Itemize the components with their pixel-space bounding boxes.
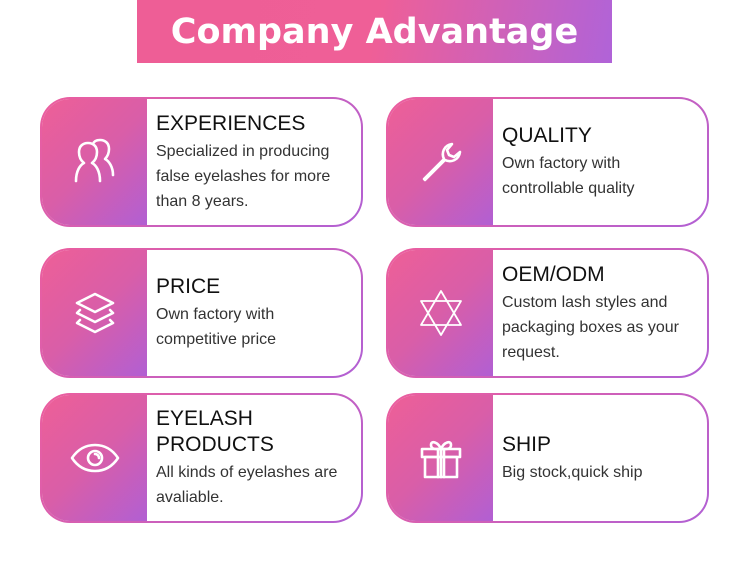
card-title: EYELASH PRODUCTS bbox=[156, 407, 274, 456]
card-title: OEM/ODM bbox=[502, 262, 605, 286]
users-icon bbox=[74, 138, 114, 183]
card-description: All kinds of eyelashes are avaliable. bbox=[156, 464, 338, 506]
eye-icon bbox=[70, 443, 119, 473]
page-title: Company Advantage bbox=[170, 11, 579, 52]
card-price: PRICE Own factory with competitive price bbox=[40, 248, 363, 378]
wrench-icon bbox=[422, 142, 461, 182]
card-description: Specialized in producing false eyelashes… bbox=[156, 142, 331, 210]
card-description: Custom lash styles and packaging boxes a… bbox=[502, 293, 679, 361]
card-title: SHIP bbox=[502, 432, 552, 456]
card-description: Own factory with controllable quality bbox=[502, 155, 635, 197]
card-ship: SHIP Big stock,quick ship bbox=[386, 393, 709, 523]
layers-icon bbox=[75, 292, 114, 334]
star-of-david-icon bbox=[419, 290, 462, 336]
card-title: PRICE bbox=[156, 275, 221, 298]
card-title: QUALITY bbox=[502, 124, 592, 147]
card-eyelash-products: EYELASH PRODUCTS All kinds of eyelashes a… bbox=[40, 393, 363, 523]
card-quality: QUALITY Own factory with controllable qua… bbox=[386, 97, 709, 227]
card-description: Own factory with competitive price bbox=[156, 306, 277, 348]
gift-icon bbox=[420, 440, 461, 479]
card-experiences: EXPERIENCES Specialized in producing fals… bbox=[40, 97, 363, 227]
card-description: Big stock,quick ship bbox=[502, 463, 643, 481]
card-title: EXPERIENCES bbox=[156, 111, 306, 135]
card-oem-odm: OEM/ODM Custom lash styles and packaging … bbox=[386, 248, 709, 378]
header-banner: Company Advantage bbox=[137, 0, 612, 63]
